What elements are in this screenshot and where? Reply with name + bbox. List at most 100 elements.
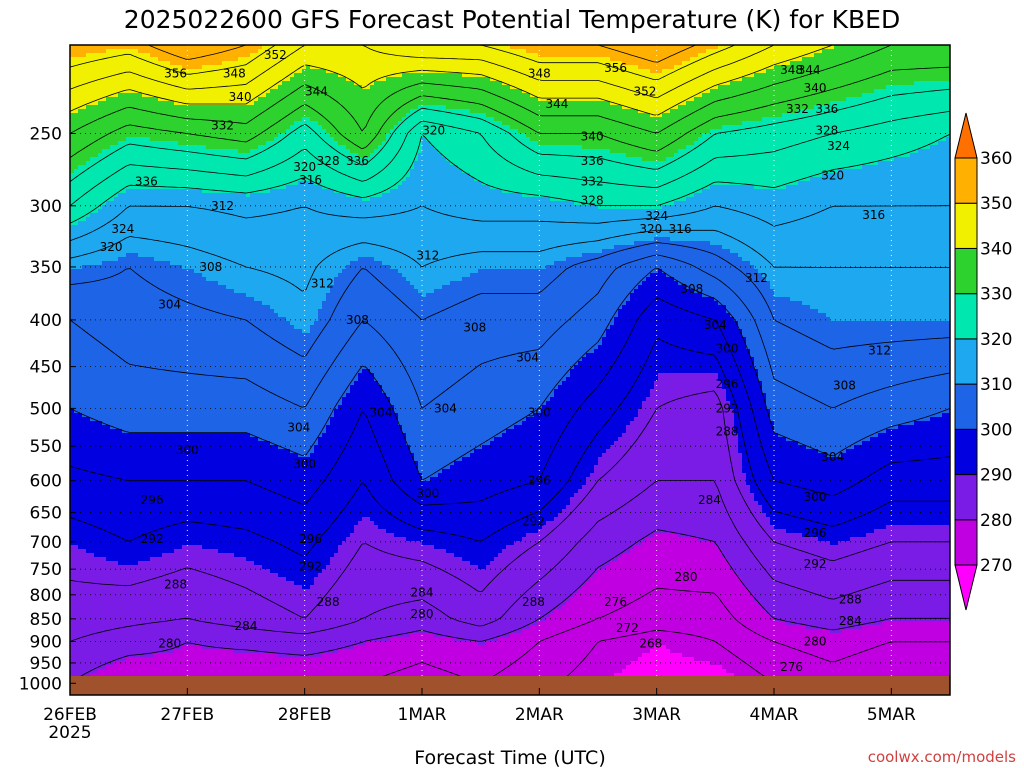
- contour-label: 284: [235, 619, 258, 633]
- contour-label: 304: [287, 421, 310, 435]
- contour-label: 304: [434, 401, 457, 415]
- contour-label: 292: [141, 532, 164, 546]
- contour-label: 308: [346, 313, 369, 327]
- contour-label: 300: [716, 342, 739, 356]
- colorbar-tick-label: 330: [980, 285, 1012, 305]
- contour-label: 332: [581, 174, 604, 188]
- contour-label: 324: [111, 222, 134, 236]
- colorbar-band: [954, 202, 978, 249]
- x-axis-label: Forecast Time (UTC): [414, 747, 605, 768]
- x-tick-label: 5MAR: [867, 705, 916, 725]
- contour-label: 288: [164, 578, 187, 592]
- contour-label: 280: [158, 637, 181, 651]
- colorbar-bottom-arrow: [954, 564, 978, 611]
- colorbar-tick-label: 360: [980, 149, 1012, 169]
- y-tick-label: 300: [30, 197, 62, 217]
- colorbar-tick-label: 320: [980, 330, 1012, 350]
- contour-lines: [70, 45, 950, 695]
- colorbar-tick-label: 270: [980, 556, 1012, 576]
- x-tick-label: 28FEB: [278, 705, 332, 725]
- plot-frame: [69, 44, 951, 696]
- contour-label: 308: [199, 260, 222, 274]
- contour-label: 336: [581, 154, 604, 168]
- x-tick-label: 27FEB: [160, 705, 214, 725]
- colorbar-band: [954, 474, 978, 521]
- y-tick-label: 750: [30, 560, 62, 580]
- contour-label: 268: [639, 637, 662, 651]
- colorbar-band: [954, 247, 978, 295]
- contour-label: 300: [293, 457, 316, 471]
- colorbar-tick-label: 300: [980, 420, 1012, 440]
- contour-label: 288: [317, 595, 340, 609]
- contour-label: 288: [716, 424, 739, 438]
- chart-title: 2025022600 GFS Forecast Potential Temper…: [124, 5, 900, 34]
- contour-label: 272: [616, 621, 639, 635]
- contour-label: 328: [815, 123, 838, 137]
- contour-label: 316: [299, 173, 322, 187]
- contour-label: 320: [422, 123, 445, 137]
- contour-label: 312: [211, 199, 234, 213]
- contour-label: 304: [158, 298, 181, 312]
- y-axis: 2503003504004505005506006507007508008509…: [19, 124, 76, 694]
- y-tick-label: 550: [30, 437, 62, 457]
- y-tick-label: 350: [30, 258, 62, 278]
- y-tick-label: 500: [30, 399, 62, 419]
- contour-label: 280: [675, 570, 698, 584]
- colorbar-tick-label: 310: [980, 375, 1012, 395]
- contour-label: 340: [581, 130, 604, 144]
- y-tick-label: 700: [30, 533, 62, 553]
- contour-label: 284: [698, 493, 721, 507]
- y-tick-label: 600: [30, 472, 62, 492]
- colorbar-band: [954, 519, 978, 566]
- contour-label: 312: [311, 277, 334, 291]
- colorbar: 270 280 290 300 310 320 330 340 350 360: [954, 112, 1012, 611]
- y-tick-label: 850: [30, 610, 62, 630]
- contour-label: 316: [669, 222, 692, 236]
- contour-label: 348: [780, 63, 803, 77]
- contour-label: 320: [639, 222, 662, 236]
- contour-label: 344: [798, 63, 821, 77]
- y-tick-label: 400: [30, 311, 62, 331]
- colorbar-tick-label: 280: [980, 511, 1012, 531]
- contour-label: 324: [645, 209, 668, 223]
- contour-label: 344: [545, 97, 568, 111]
- contour-label: 304: [704, 318, 727, 332]
- colorbar-tick-label: 350: [980, 194, 1012, 214]
- contour-label: 292: [716, 401, 739, 415]
- contour-label: 328: [317, 154, 340, 168]
- contour-label: 344: [305, 85, 328, 99]
- x-tick-label: 4MAR: [750, 705, 799, 725]
- y-tick-label: 1000: [19, 674, 62, 694]
- colorbar-tick-label: 340: [980, 239, 1012, 259]
- contour-label: 276: [780, 660, 803, 674]
- contour-label: 336: [346, 154, 369, 168]
- contour-label: 292: [299, 560, 322, 574]
- contour-label: 304: [821, 450, 844, 464]
- y-tick-label: 900: [30, 632, 62, 652]
- contour-label: 300: [416, 487, 439, 501]
- contour-label: 336: [135, 174, 158, 188]
- contour-label: 312: [868, 343, 891, 357]
- contour-label: 296: [528, 474, 551, 488]
- contour-label: 320: [821, 169, 844, 183]
- contour-fill-layer: [70, 45, 950, 695]
- colorbar-tick-label: 290: [980, 466, 1012, 486]
- contour-label: 320: [100, 240, 123, 254]
- colorbar-top-arrow: [954, 112, 978, 159]
- contour-label: 296: [804, 526, 827, 540]
- contour-label: 292: [804, 557, 827, 571]
- colorbar-band: [954, 293, 978, 340]
- contour-label: 340: [229, 90, 252, 104]
- x-tick-label: 26FEB: [43, 705, 97, 725]
- contour-line-layer: [70, 45, 950, 695]
- y-tick-label: 650: [30, 503, 62, 523]
- contour-label: 284: [839, 614, 862, 628]
- colorbar-band: [954, 157, 978, 204]
- contour-label: 320: [293, 160, 316, 174]
- contour-label: 300: [804, 490, 827, 504]
- contour-label: 280: [411, 607, 434, 621]
- contour-label: 308: [680, 282, 703, 296]
- y-tick-label: 450: [30, 358, 62, 378]
